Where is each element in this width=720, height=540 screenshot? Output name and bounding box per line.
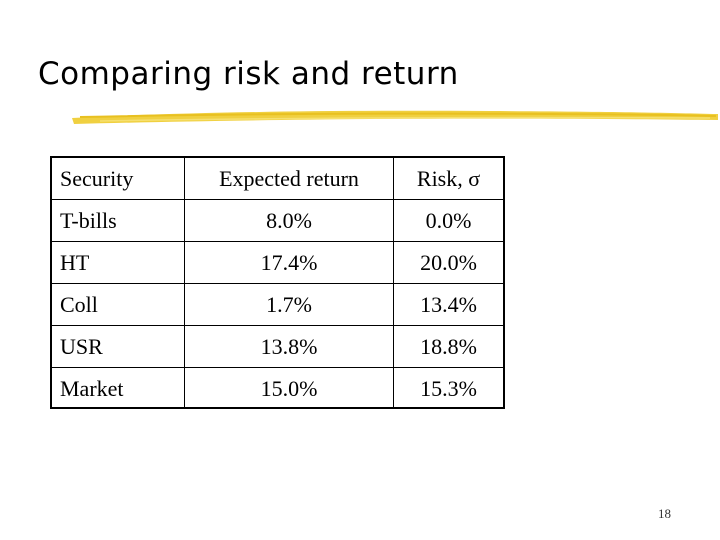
data-table: Security Expected return Risk, σ T-bills… xyxy=(52,158,503,409)
header-expected-return: Expected return xyxy=(184,158,394,200)
table-header-row: Security Expected return Risk, σ xyxy=(52,158,503,200)
cell-security: T-bills xyxy=(52,199,185,242)
cell-risk: 15.3% xyxy=(393,367,503,409)
table-row: T-bills 8.0% 0.0% xyxy=(52,199,503,242)
cell-risk: 18.8% xyxy=(393,325,503,368)
table-row: HT 17.4% 20.0% xyxy=(52,241,503,284)
cell-expected-return: 17.4% xyxy=(184,241,394,284)
cell-security: Coll xyxy=(52,283,185,326)
risk-return-table: Security Expected return Risk, σ T-bills… xyxy=(50,156,505,409)
cell-expected-return: 8.0% xyxy=(184,199,394,242)
cell-security: USR xyxy=(52,325,185,368)
title-underline-brushstroke xyxy=(72,110,718,124)
cell-risk: 20.0% xyxy=(393,241,503,284)
header-risk: Risk, σ xyxy=(393,158,503,200)
page-number: 18 xyxy=(658,506,671,521)
slide-title: Comparing risk and return xyxy=(38,56,459,92)
cell-expected-return: 15.0% xyxy=(184,367,394,409)
table-row: Market 15.0% 15.3% xyxy=(52,367,503,409)
cell-expected-return: 13.8% xyxy=(184,325,394,368)
cell-security: Market xyxy=(60,375,124,401)
cell-risk: 13.4% xyxy=(393,283,503,326)
header-security: Security xyxy=(52,158,185,200)
cell-risk: 0.0% xyxy=(393,199,503,242)
cell-security: HT xyxy=(52,241,185,284)
table-row: Coll 1.7% 13.4% xyxy=(52,283,503,326)
cell-expected-return: 1.7% xyxy=(184,283,394,326)
table-row: USR 13.8% 18.8% xyxy=(52,325,503,368)
